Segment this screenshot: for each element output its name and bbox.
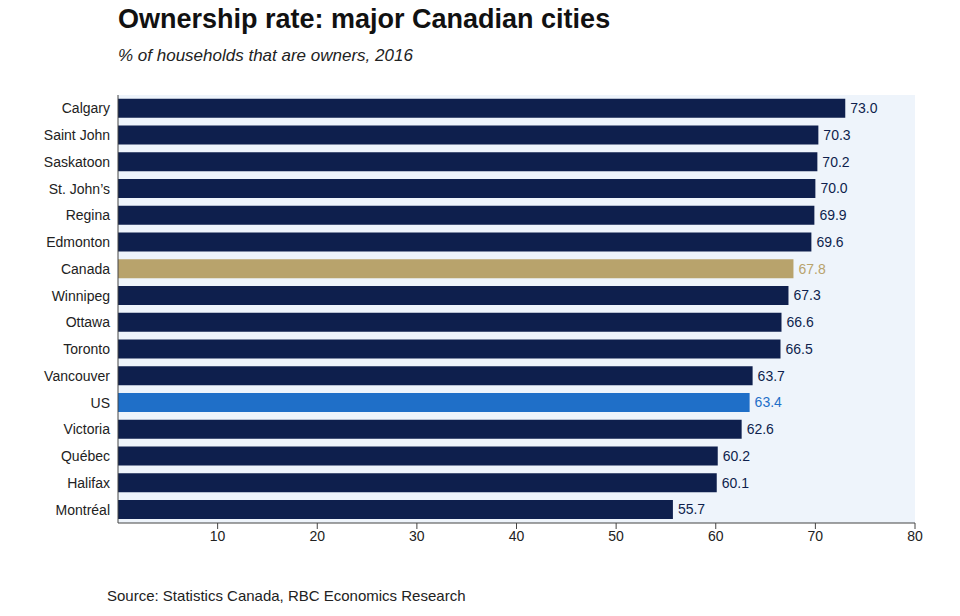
svg-text:Halifax: Halifax [67,475,110,491]
svg-text:40: 40 [509,528,525,544]
svg-text:70.0: 70.0 [820,180,847,196]
svg-text:Canada: Canada [61,261,110,277]
svg-text:67.3: 67.3 [793,287,820,303]
svg-text:60: 60 [708,528,724,544]
html-text:Ownership rate: major Canadian: Ownership rate: major Canadian cities [118,4,611,34]
svg-text:Montréal: Montréal [56,502,110,518]
svg-text:Winnipeg: Winnipeg [52,288,110,304]
svg-text:70.2: 70.2 [822,154,849,170]
svg-text:30: 30 [409,528,425,544]
svg-text:Saint John: Saint John [44,127,110,143]
svg-text:Ottawa: Ottawa [66,314,111,330]
svg-text:Toronto: Toronto [63,341,110,357]
svg-text:Québec: Québec [61,448,110,464]
svg-text:63.4: 63.4 [755,394,782,410]
svg-text:20: 20 [309,528,325,544]
html-text:Source: Statistics Canada, RBC: Source: Statistics Canada, RBC Economics… [107,587,466,604]
svg-text:60.2: 60.2 [723,448,750,464]
svg-text:73.0: 73.0 [850,100,877,116]
svg-text:55.7: 55.7 [678,501,705,517]
svg-text:80: 80 [907,528,923,544]
svg-text:Victoria: Victoria [64,421,111,437]
svg-text:Calgary: Calgary [62,100,110,116]
svg-text:Saskatoon: Saskatoon [44,154,110,170]
svg-text:66.6: 66.6 [787,314,814,330]
svg-text:60.1: 60.1 [722,475,749,491]
svg-text:10: 10 [210,528,226,544]
svg-text:70.3: 70.3 [823,127,850,143]
svg-text:50: 50 [608,528,624,544]
svg-text:66.5: 66.5 [786,341,813,357]
svg-text:69.9: 69.9 [819,207,846,223]
svg-text:62.6: 62.6 [747,421,774,437]
svg-text:69.6: 69.6 [816,234,843,250]
svg-text:St. John’s: St. John’s [49,181,110,197]
html-text:% of households that are owner: % of households that are owners, 2016 [118,46,413,65]
svg-text:Edmonton: Edmonton [46,234,110,250]
svg-text:US: US [91,395,110,411]
svg-text:67.8: 67.8 [798,261,825,277]
svg-text:Vancouver: Vancouver [44,368,110,384]
svg-text:63.7: 63.7 [758,368,785,384]
svg-text:Regina: Regina [66,207,111,223]
svg-text:70: 70 [808,528,824,544]
